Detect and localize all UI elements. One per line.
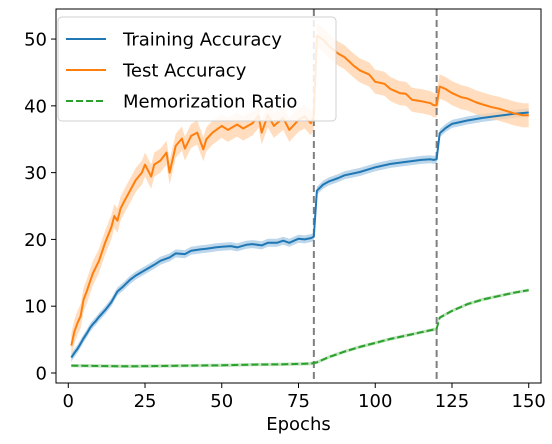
- test-series-line: [70, 34, 529, 346]
- x-tick-label: 150: [512, 391, 546, 412]
- x-tick-label: 100: [358, 391, 392, 412]
- x-tick-label: 125: [435, 391, 469, 412]
- y-tick-label: 30: [24, 163, 47, 184]
- memo-series-line: [71, 289, 529, 368]
- test-legend-label: Test Accuracy: [122, 61, 247, 82]
- y-tick-label: 20: [24, 230, 47, 251]
- x-tick-label: 0: [63, 391, 74, 412]
- memo-legend-label: Memorization Ratio: [123, 92, 297, 113]
- y-tick-label: 0: [36, 363, 47, 384]
- x-tick-label: 25: [134, 391, 157, 412]
- train-series-line: [70, 111, 529, 359]
- legend: Training Accuracy Test Accuracy Memorizati…: [57, 16, 337, 122]
- y-tick-label: 10: [24, 297, 47, 318]
- x-axis-label: Epochs: [266, 414, 331, 435]
- y-tick-label: 40: [24, 96, 47, 117]
- x-axis-ticks: 0 25 50 75 100 125 150: [63, 383, 546, 412]
- train-legend-label: Training Accuracy: [122, 30, 282, 51]
- test-confidence-band: [71, 23, 529, 358]
- y-tick-label: 50: [24, 30, 47, 51]
- x-tick-label: 75: [287, 391, 310, 412]
- memo-confidence-band: [71, 288, 529, 368]
- x-tick-label: 50: [210, 391, 233, 412]
- y-axis-ticks: 0 10 20 30 40 50: [24, 30, 56, 384]
- legend-box: [57, 16, 337, 122]
- train-confidence-band: [71, 108, 529, 362]
- vertical-reference-lines: [312, 9, 438, 383]
- series-lines: [70, 34, 529, 368]
